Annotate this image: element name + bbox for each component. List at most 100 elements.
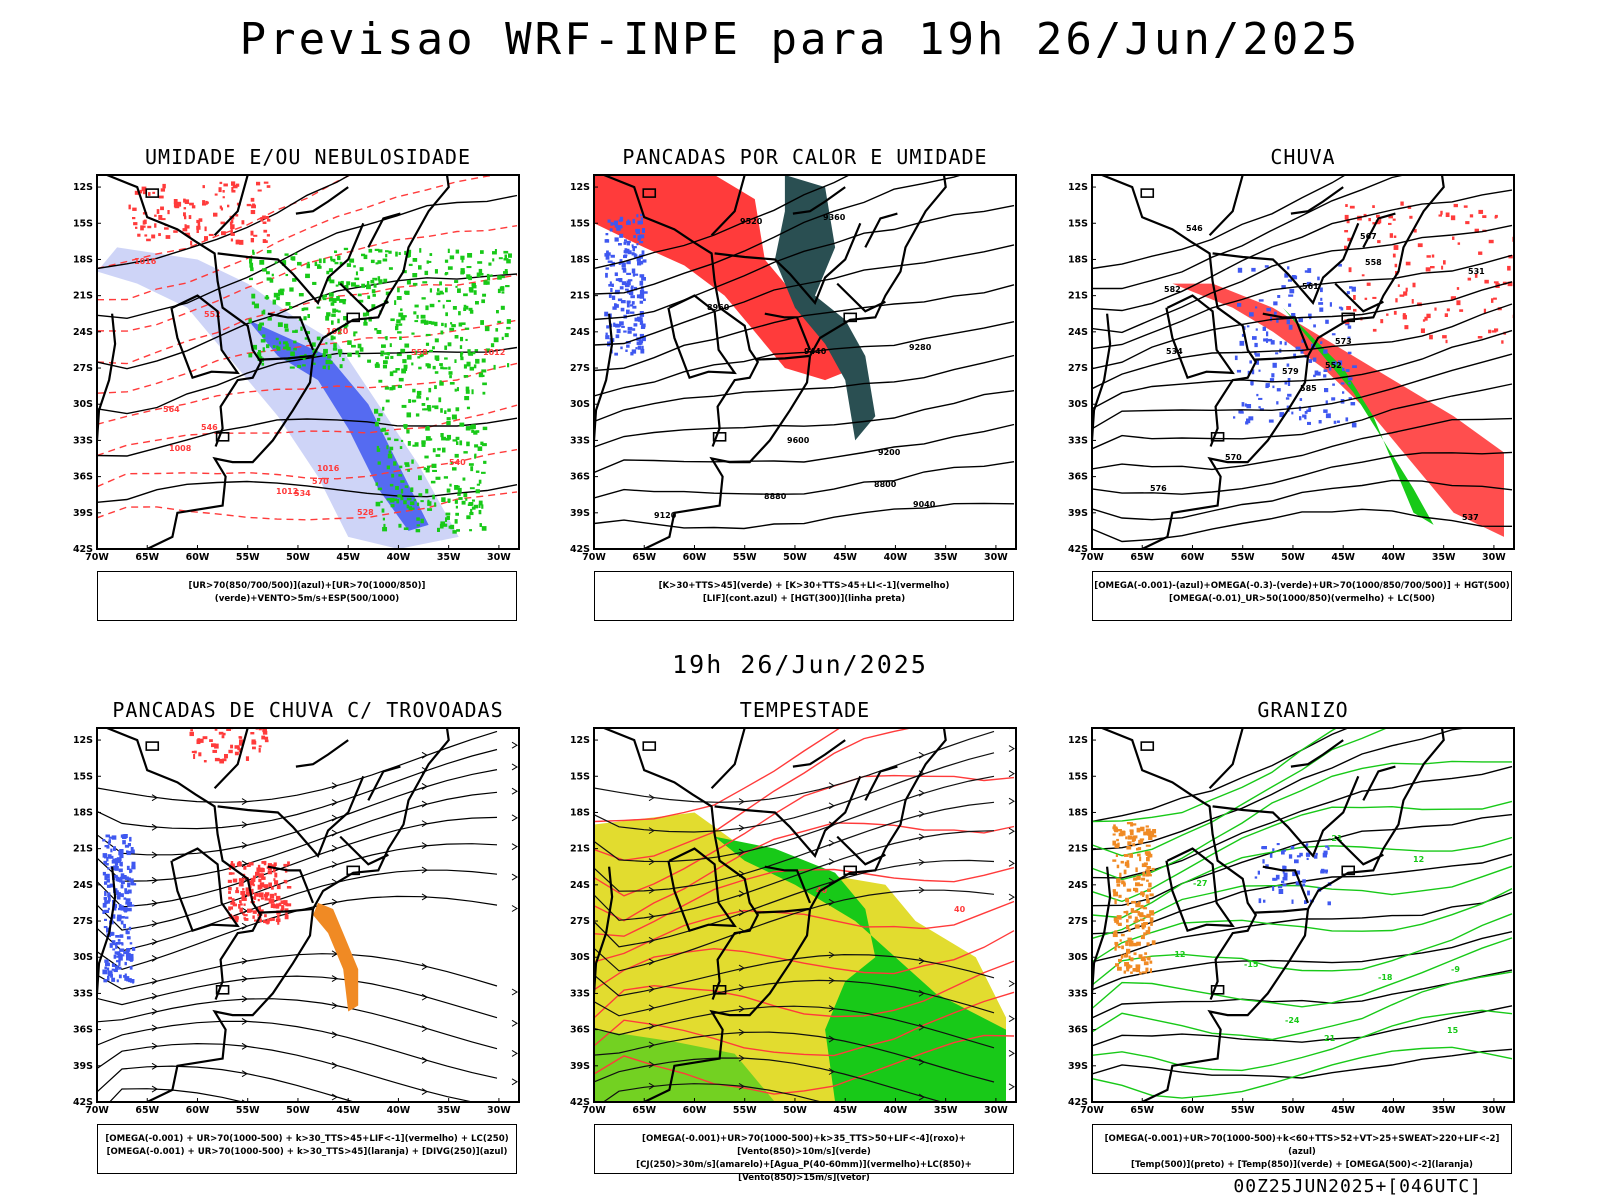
lon-tick-label: 45W bbox=[336, 552, 360, 563]
contour-label: 546 bbox=[1186, 224, 1203, 233]
contour-label: 1008 bbox=[169, 444, 192, 453]
lon-tick-label: 50W bbox=[286, 1105, 310, 1116]
contour-label: 552 bbox=[204, 310, 221, 319]
rain-green bbox=[1282, 307, 1434, 525]
page-title: Previsao WRF-INPE para 19h 26/Jun/2025 bbox=[239, 14, 1361, 65]
contour-label: 1012 bbox=[483, 348, 505, 357]
lat-tick-label: 21S bbox=[570, 844, 590, 855]
lat-tick-label: 42S bbox=[570, 1097, 590, 1108]
valid-time-label: 19h 26/Jun/2025 bbox=[672, 650, 928, 679]
lon-tick-label: 70W bbox=[85, 1105, 109, 1116]
lon-tick-label: 30W bbox=[984, 1105, 1008, 1116]
contour-label: 9600 bbox=[787, 436, 810, 445]
convection-red bbox=[594, 175, 856, 381]
lon-tick-label: 50W bbox=[1281, 552, 1305, 563]
lon-tick-label: 60W bbox=[1181, 1105, 1205, 1116]
contour-label: 8800 bbox=[874, 480, 897, 489]
lat-tick-label: 15S bbox=[570, 771, 590, 782]
contour-label: 9440 bbox=[804, 347, 827, 356]
contour-label: 570 bbox=[1225, 453, 1242, 462]
panel-title: GRANIZO bbox=[1257, 698, 1349, 722]
lon-tick-label: 40W bbox=[1382, 552, 1406, 563]
panel-trovoadas: PANCADAS DE CHUVA C/ TROVOADAS 12S 15S 18S 2… bbox=[73, 698, 520, 1182]
lon-tick-label: 60W bbox=[1181, 552, 1205, 563]
lat-tick-label: 39S bbox=[570, 1061, 590, 1072]
lat-tick-label: 24S bbox=[570, 327, 590, 338]
contour-label: 9200 bbox=[878, 448, 901, 457]
contour-label: 8960 bbox=[707, 303, 730, 312]
lon-tick-label: 35W bbox=[934, 552, 958, 563]
lat-tick-label: 30S bbox=[570, 399, 590, 410]
lat-tick-label: 24S bbox=[1068, 880, 1088, 891]
lat-tick-label: 33S bbox=[1068, 988, 1088, 999]
lat-tick-label: 42S bbox=[1068, 544, 1088, 555]
lon-tick-label: 30W bbox=[1482, 1105, 1506, 1116]
lat-tick-label: 15S bbox=[1068, 218, 1088, 229]
lat-tick-label: 18S bbox=[73, 807, 93, 818]
lat-tick-label: 39S bbox=[1068, 508, 1088, 519]
contour-label: -18 bbox=[1378, 973, 1393, 982]
panel-title: CHUVA bbox=[1270, 145, 1336, 169]
coastline-borders bbox=[594, 728, 947, 1102]
lat-tick-label: 21S bbox=[1068, 844, 1088, 855]
humidity-shading-light bbox=[97, 247, 459, 549]
lat-tick-label: 12S bbox=[73, 182, 93, 193]
lon-tick-label: 40W bbox=[387, 552, 411, 563]
contour-label: 12 bbox=[1413, 855, 1424, 864]
lon-tick-label: 35W bbox=[1432, 552, 1456, 563]
lat-tick-label: 39S bbox=[1068, 1061, 1088, 1072]
contour-label: -24 bbox=[1285, 1016, 1300, 1025]
lat-tick-label: 36S bbox=[1068, 472, 1088, 483]
lat-tick-label: 42S bbox=[73, 544, 93, 555]
lat-tick-label: 30S bbox=[1068, 952, 1088, 963]
contour-label: 546 bbox=[201, 423, 218, 432]
map-chuva: 5855825795765735705675615585525465375345… bbox=[1068, 174, 1515, 563]
panel-caption: [UR>70(850/700/500)](azul)+[UR>70(1000/8… bbox=[97, 571, 517, 621]
contour-label: 534 bbox=[294, 489, 311, 498]
map-frame bbox=[96, 174, 520, 550]
lat-tick-label: 27S bbox=[1068, 916, 1088, 927]
coastline-borders bbox=[97, 175, 450, 549]
lon-tick-label: 55W bbox=[1231, 552, 1255, 563]
lon-tick-label: 55W bbox=[236, 1105, 260, 1116]
contour-lines bbox=[1092, 728, 1513, 1099]
caption-line: [OMEGA(-0.001)+UR>70(1000-500)+k<60+TTS>… bbox=[1104, 1134, 1500, 1157]
contour-label: 9040 bbox=[913, 500, 936, 509]
lat-tick-label: 36S bbox=[570, 1025, 590, 1036]
lat-tick-label: 36S bbox=[73, 472, 93, 483]
lat-tick-label: 36S bbox=[1068, 1025, 1088, 1036]
lat-tick-label: 18S bbox=[1068, 254, 1088, 265]
lon-tick-label: 65W bbox=[1130, 552, 1154, 563]
lon-tick-label: 55W bbox=[733, 1105, 757, 1116]
lat-tick-label: 12S bbox=[570, 182, 590, 193]
lon-tick-label: 50W bbox=[286, 552, 310, 563]
contour-label: -9 bbox=[1451, 965, 1460, 974]
contour-label: 21 bbox=[1324, 1034, 1336, 1043]
humidity-shading-dark bbox=[247, 319, 429, 531]
lat-tick-label: 12S bbox=[73, 735, 93, 746]
contour-label: -27 bbox=[1193, 879, 1207, 888]
lat-tick-label: 24S bbox=[1068, 327, 1088, 338]
lat-tick-label: 39S bbox=[570, 508, 590, 519]
panel-caption: [OMEGA(-0.001)-(azul)+OMEGA(-0.3)-(verde… bbox=[1092, 571, 1512, 621]
lon-tick-label: 50W bbox=[783, 1105, 807, 1116]
convection-teal bbox=[774, 175, 876, 441]
lat-tick-label: 21S bbox=[73, 291, 93, 302]
contour-label: 579 bbox=[1282, 367, 1299, 376]
panel-pancadas-calor: PANCADAS POR CALOR E UMIDADE 9600 9520 9440… bbox=[570, 145, 1017, 629]
panel-caption: [OMEGA(-0.001)+UR>70(1000-500)+k<60+TTS>… bbox=[1092, 1124, 1512, 1174]
lon-tick-label: 30W bbox=[487, 552, 511, 563]
lon-tick-label: 65W bbox=[1130, 1105, 1154, 1116]
contour-label: 528 bbox=[357, 508, 374, 517]
lat-tick-label: 27S bbox=[1068, 363, 1088, 374]
lon-tick-label: 50W bbox=[783, 552, 807, 563]
caption-line: [K>30+TTS>45](verde) + [K>30+TTS>45+LI<-… bbox=[658, 581, 950, 591]
lat-tick-label: 33S bbox=[73, 435, 93, 446]
lat-tick-label: 12S bbox=[1068, 182, 1088, 193]
lon-tick-label: 65W bbox=[135, 1105, 159, 1116]
panel-title: TEMPESTADE bbox=[739, 698, 871, 722]
humidity-low-green-ocean bbox=[374, 350, 488, 534]
map-umidade: 1012 1016 1020 1016 1012 1008 570 564 558 552 546 5… bbox=[73, 174, 520, 563]
lat-tick-label: 42S bbox=[1068, 1097, 1088, 1108]
